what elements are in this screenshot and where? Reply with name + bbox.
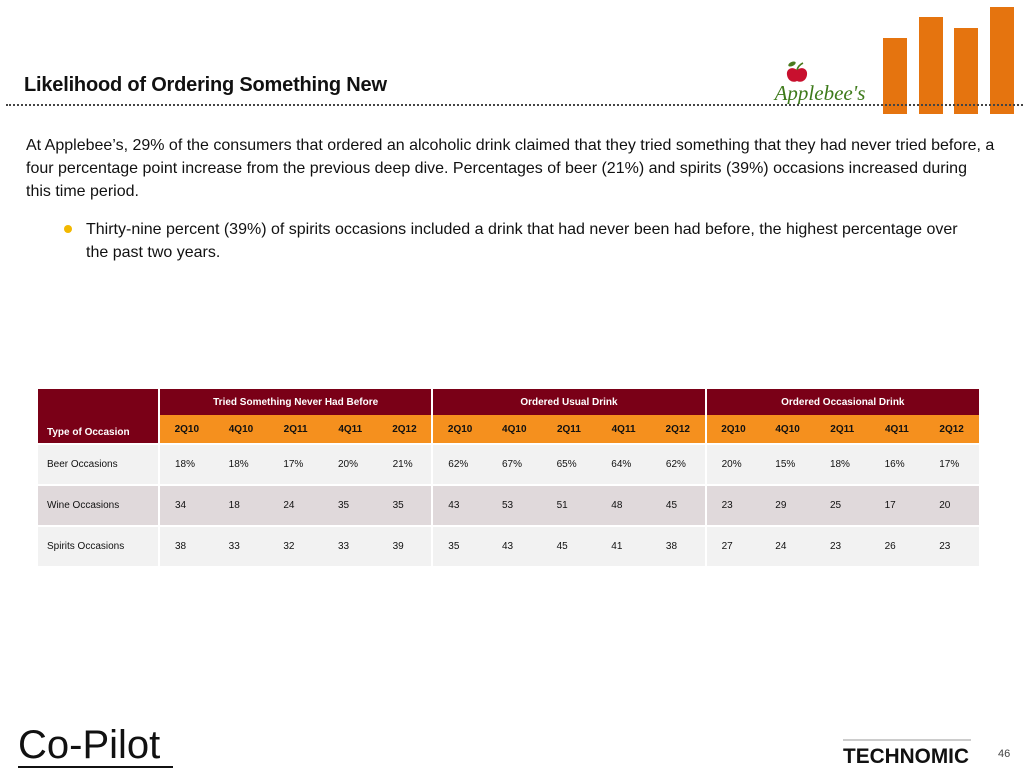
table-cell: 23 xyxy=(814,525,870,566)
table-cell: 29 xyxy=(760,484,815,526)
period-header: 4Q10 xyxy=(760,415,815,444)
technomic-logo: TECHNOMIC xyxy=(843,739,971,768)
table-cell: 25 xyxy=(814,484,870,526)
period-header: 2Q11 xyxy=(541,415,597,444)
table-cell: 16% xyxy=(869,443,925,485)
table-cell: 67% xyxy=(486,443,542,485)
table-cell: 51 xyxy=(541,484,597,526)
table-cell: 18% xyxy=(213,443,269,485)
table-cell: 38 xyxy=(159,525,214,566)
period-header: 4Q11 xyxy=(322,415,378,444)
decorative-bars xyxy=(880,0,1023,114)
group-header-tried: Tried Something Never Had Before xyxy=(157,389,433,415)
table-cell: 41 xyxy=(596,525,651,566)
table-cell: 24 xyxy=(760,525,815,566)
table-cell: 39 xyxy=(377,525,433,566)
table-cell: 45 xyxy=(650,484,706,526)
period-header: 2Q12 xyxy=(377,415,433,444)
table-cell: 20% xyxy=(704,443,761,485)
table-cell: 17 xyxy=(869,484,925,526)
period-header: 4Q10 xyxy=(486,415,542,444)
table-cell: 26 xyxy=(869,525,925,566)
table-row: Beer Occasions 18% 18% 17% 20% 21% 62% 67% 65% 64… xyxy=(38,443,979,485)
applebees-logo: Applebee's xyxy=(773,61,866,104)
decor-bar xyxy=(990,7,1014,114)
table-cell: 18% xyxy=(814,443,870,485)
period-header: 4Q11 xyxy=(869,415,925,444)
table-cell: 15% xyxy=(760,443,815,485)
occasion-table: Type of Occasion Tried Something Never H… xyxy=(38,389,979,566)
table-cell: 20 xyxy=(924,484,979,526)
row-label: Spirits Occasions xyxy=(38,525,160,566)
table-cell: 24 xyxy=(268,484,323,526)
decor-bar xyxy=(883,38,907,114)
period-header: 2Q10 xyxy=(158,415,214,444)
table-cell: 45 xyxy=(541,525,597,566)
page-number: 46 xyxy=(998,748,1011,760)
table-cell: 53 xyxy=(486,484,542,526)
table-cell: 27 xyxy=(704,525,761,566)
table-cell: 43 xyxy=(431,484,487,526)
table-cell: 48 xyxy=(596,484,651,526)
period-header: 4Q10 xyxy=(213,415,269,444)
bullet-dot-icon xyxy=(64,225,72,233)
bullet-text: Thirty-nine percent (39%) of spirits occ… xyxy=(86,221,958,261)
group-header-occasional: Ordered Occasional Drink xyxy=(704,389,979,415)
decor-bar xyxy=(919,17,943,114)
group-header-usual: Ordered Usual Drink xyxy=(431,389,706,415)
table-cell: 43 xyxy=(486,525,542,566)
svg-text:Co-Pilot: Co-Pilot xyxy=(18,723,160,767)
period-header: 2Q10 xyxy=(704,415,761,444)
table-cell: 62% xyxy=(431,443,487,485)
table-cell: 17% xyxy=(268,443,323,485)
type-of-occasion-header: Type of Occasion xyxy=(38,389,159,444)
bullet-item: Thirty-nine percent (39%) of spirits occ… xyxy=(64,218,964,264)
table-cell: 23 xyxy=(704,484,761,526)
table-cell: 17% xyxy=(924,443,979,485)
period-header: 2Q12 xyxy=(650,415,706,444)
period-header: 2Q11 xyxy=(814,415,870,444)
period-header: 2Q12 xyxy=(924,415,979,444)
row-label: Beer Occasions xyxy=(38,443,160,485)
title-divider xyxy=(6,104,1023,106)
table-cell: 35 xyxy=(431,525,487,566)
table-cell: 64% xyxy=(596,443,651,485)
table-cell: 34 xyxy=(159,484,214,526)
table-row: Wine Occasions 34 18 24 35 35 43 53 51 48 45 23 29 25… xyxy=(38,484,979,526)
table-cell: 35 xyxy=(377,484,433,526)
table-cell: 35 xyxy=(322,484,378,526)
period-header: 4Q11 xyxy=(596,415,651,444)
row-label: Wine Occasions xyxy=(38,484,160,526)
period-header: 2Q10 xyxy=(431,415,487,444)
table-cell: 32 xyxy=(268,525,323,566)
table-cell: 18% xyxy=(159,443,214,485)
table-cell: 33 xyxy=(213,525,269,566)
decor-bar xyxy=(954,28,978,114)
page-title: Likelihood of Ordering Something New xyxy=(24,74,387,96)
period-header: 2Q11 xyxy=(268,415,323,444)
svg-text:Applebee's: Applebee's xyxy=(773,81,866,104)
summary-paragraph: At Applebee’s, 29% of the consumers that… xyxy=(26,137,995,200)
table-cell: 38 xyxy=(650,525,706,566)
table-cell: 20% xyxy=(322,443,378,485)
svg-text:TECHNOMIC: TECHNOMIC xyxy=(843,745,969,768)
table-cell: 23 xyxy=(924,525,979,566)
table-cell: 33 xyxy=(322,525,378,566)
copilot-logo: Co-Pilot xyxy=(18,723,173,768)
table-cell: 62% xyxy=(650,443,706,485)
table-cell: 21% xyxy=(377,443,433,485)
table-cell: 18 xyxy=(213,484,269,526)
table-cell: 65% xyxy=(541,443,597,485)
table-row: Spirits Occasions 38 33 32 33 39 35 43 45 41 38 27 2… xyxy=(38,525,979,566)
